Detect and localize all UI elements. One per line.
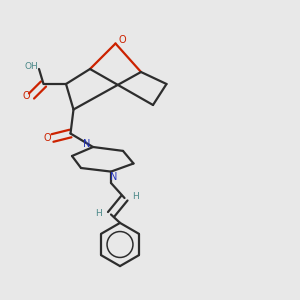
Text: N: N: [110, 172, 118, 182]
Text: H: H: [96, 208, 102, 217]
Text: H: H: [133, 192, 139, 201]
Text: O: O: [43, 133, 51, 143]
Text: N: N: [83, 139, 91, 149]
Text: O: O: [118, 35, 126, 45]
Text: OH: OH: [25, 62, 38, 71]
Text: O: O: [22, 91, 30, 101]
